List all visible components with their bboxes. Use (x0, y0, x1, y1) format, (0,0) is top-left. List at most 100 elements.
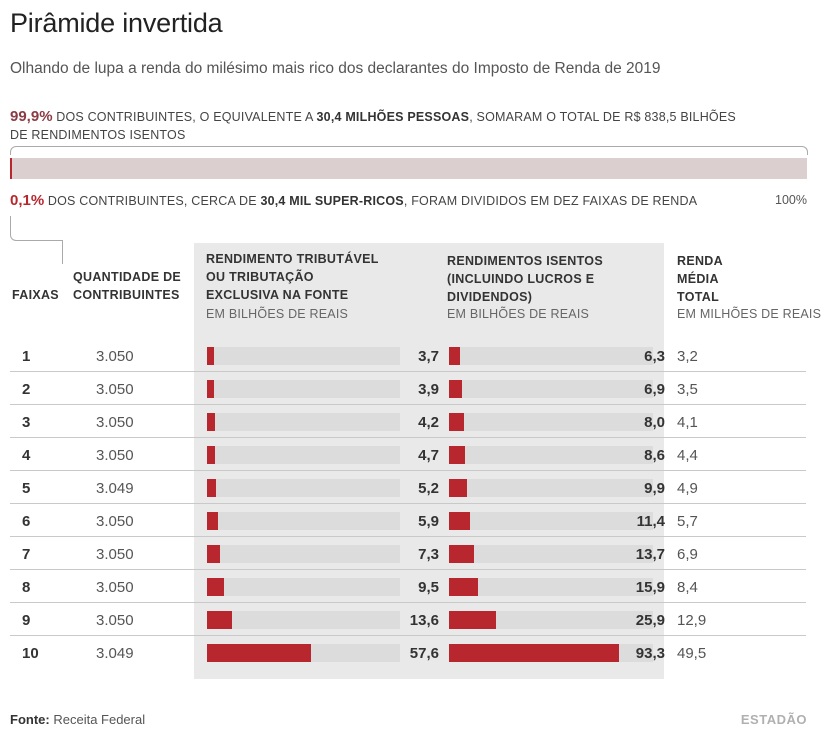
chart-title: Pirâmide invertida (10, 8, 223, 38)
isentos-track (449, 479, 653, 497)
table-row: 2 3.050 3,9 6,9 3,5 (10, 372, 806, 405)
table-row: 3 3.050 4,2 8,0 4,1 (10, 405, 806, 438)
row-divider (10, 371, 806, 372)
row-divider (10, 437, 806, 438)
isentos-value: 25,9 (635, 612, 665, 629)
tributavel-bar (207, 578, 225, 596)
quantidade-value: 3.050 (96, 447, 134, 464)
faixa-label: 8 (22, 579, 31, 596)
tributavel-value: 13,6 (409, 612, 439, 629)
isentos-value: 8,6 (644, 447, 665, 464)
header-isentos: RENDIMENTOS ISENTOS (INCLUINDO LUCROS E … (447, 252, 603, 306)
row-divider (10, 470, 806, 471)
header-renda: RENDA MÉDIA TOTAL (677, 252, 723, 306)
top-note-bold: 30,4 MILHÕES PESSOAS (316, 110, 470, 124)
bottom-note-text-2: , FORAM DIVIDIDOS EM DEZ FAIXAS DE RENDA (403, 194, 698, 208)
quantidade-value: 3.050 (96, 546, 134, 563)
tributavel-bar (207, 479, 217, 497)
header-quantidade: QUANTIDADE DE CONTRIBUINTES (73, 268, 181, 304)
isentos-track (449, 413, 653, 431)
isentos-bar (449, 413, 464, 431)
header-renda-line3: TOTAL (677, 290, 720, 304)
renda-media-value: 12,9 (677, 612, 707, 629)
table-row: 5 3.049 5,2 9,9 4,9 (10, 471, 806, 504)
quantidade-value: 3.049 (96, 645, 134, 662)
isentos-bar (449, 644, 619, 662)
connector-line (62, 240, 63, 264)
footer-source: Fonte: Receita Federal (10, 712, 145, 727)
isentos-track (449, 446, 653, 464)
header-tributavel-line2: OU TRIBUTAÇÃO (206, 270, 314, 284)
isentos-track (449, 644, 653, 662)
isentos-value: 6,9 (644, 381, 665, 398)
row-divider (10, 503, 806, 504)
tributavel-value: 3,7 (418, 348, 439, 365)
isentos-bar (449, 512, 470, 530)
population-bar (10, 158, 807, 179)
connector-bracket (10, 216, 63, 241)
faixa-label: 3 (22, 414, 31, 431)
unit-isentos: EM BILHÕES DE REAIS (447, 307, 590, 321)
tributavel-value: 3,9 (418, 381, 439, 398)
tributavel-bar (207, 446, 216, 464)
tributavel-value: 5,9 (418, 513, 439, 530)
renda-media-value: 4,9 (677, 480, 698, 497)
header-quantidade-line2: CONTRIBUINTES (73, 288, 180, 302)
tributavel-track (207, 545, 400, 563)
quantidade-value: 3.050 (96, 612, 134, 629)
tributavel-bar (207, 644, 311, 662)
tributavel-track (207, 479, 400, 497)
header-renda-line2: MÉDIA (677, 272, 719, 286)
unit-renda: EM MILHÕES DE REAIS (677, 307, 822, 321)
isentos-bar (449, 611, 497, 629)
table-row: 1 3.050 3,7 6,3 3,2 (10, 339, 806, 372)
isentos-bar (449, 479, 468, 497)
tributavel-bar (207, 512, 218, 530)
unit-tributavel: EM BILHÕES DE REAIS (206, 307, 349, 321)
isentos-track (449, 578, 653, 596)
header-tributavel-line3: EXCLUSIVA NA FONTE (206, 288, 349, 302)
isentos-value: 13,7 (635, 546, 665, 563)
tributavel-bar (207, 347, 214, 365)
bottom-note-text: DOS CONTRIBUINTES, CERCA DE (44, 194, 261, 208)
faixa-label: 10 (22, 645, 39, 662)
header-faixas: FAIXAS (12, 288, 59, 302)
quantidade-value: 3.050 (96, 348, 134, 365)
faixa-label: 9 (22, 612, 31, 629)
tributavel-value: 9,5 (418, 579, 439, 596)
table-row: 4 3.050 4,7 8,6 4,4 (10, 438, 806, 471)
isentos-track (449, 380, 653, 398)
top-note-text-2: , SOMARAM O TOTAL DE R$ 838,5 BILHÕES (469, 110, 736, 124)
header-isentos-line1: RENDIMENTOS ISENTOS (447, 254, 603, 268)
renda-media-value: 8,4 (677, 579, 698, 596)
isentos-track (449, 545, 653, 563)
table-row: 9 3.050 13,6 25,9 12,9 (10, 603, 806, 636)
faixa-label: 4 (22, 447, 31, 464)
quantidade-value: 3.050 (96, 579, 134, 596)
quantidade-value: 3.049 (96, 480, 134, 497)
isentos-track (449, 347, 653, 365)
tributavel-track (207, 578, 400, 596)
isentos-value: 6,3 (644, 348, 665, 365)
tributavel-value: 57,6 (409, 645, 439, 662)
tributavel-value: 4,7 (418, 447, 439, 464)
tributavel-bar (207, 413, 215, 431)
header-tributavel: RENDIMENTO TRIBUTÁVEL OU TRIBUTAÇÃO EXCL… (206, 250, 379, 304)
renda-media-value: 49,5 (677, 645, 707, 662)
table-row: 7 3.050 7,3 13,7 6,9 (10, 537, 806, 570)
tributavel-track (207, 380, 400, 398)
scale-end-label: 100% (775, 193, 807, 207)
header-isentos-line3: DIVIDENDOS) (447, 290, 533, 304)
isentos-bar (449, 446, 465, 464)
tributavel-track (207, 413, 400, 431)
header-tributavel-line1: RENDIMENTO TRIBUTÁVEL (206, 252, 379, 266)
tributavel-bar (207, 380, 215, 398)
quantidade-value: 3.050 (96, 381, 134, 398)
row-divider (10, 602, 806, 603)
isentos-bar (449, 578, 478, 596)
faixa-label: 7 (22, 546, 31, 563)
top-bracket (10, 146, 808, 155)
renda-media-value: 4,1 (677, 414, 698, 431)
isentos-value: 15,9 (635, 579, 665, 596)
tributavel-track (207, 512, 400, 530)
